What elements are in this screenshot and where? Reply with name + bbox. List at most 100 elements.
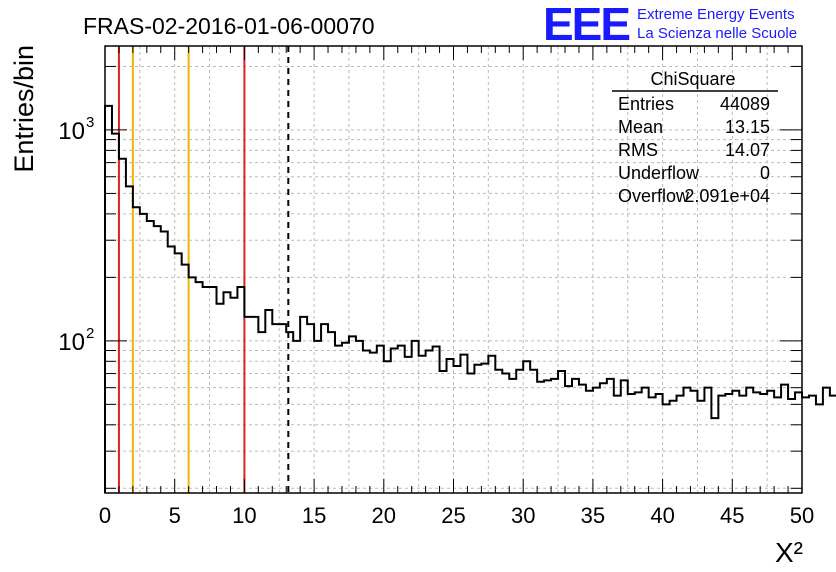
- x-tick-label: 45: [720, 503, 744, 528]
- histogram-bin: [628, 394, 635, 493]
- histogram-bin: [467, 374, 474, 493]
- histogram-bin: [551, 379, 558, 493]
- histogram-bin: [830, 396, 836, 493]
- x-tick-label: 20: [372, 503, 396, 528]
- histogram-bin: [196, 282, 203, 493]
- histogram-bin: [168, 247, 175, 493]
- histogram-bin: [370, 353, 377, 493]
- histogram-bin: [579, 385, 586, 493]
- eee-logo-text: EEE: [543, 0, 629, 50]
- histogram-bin: [781, 385, 788, 493]
- histogram-bin: [356, 341, 363, 493]
- x-tick-label: 10: [232, 503, 256, 528]
- histogram-bin: [251, 317, 258, 493]
- histogram-bin: [203, 287, 210, 493]
- y-tick-label-exponent: 3: [86, 114, 94, 131]
- histogram-bin: [621, 380, 628, 493]
- histogram-bin: [795, 392, 802, 493]
- histogram-bin: [175, 253, 182, 493]
- histogram-bin: [460, 355, 467, 493]
- histogram-bin: [161, 231, 168, 493]
- histogram-bin: [398, 346, 405, 493]
- histogram-bin: [488, 356, 495, 493]
- y-axis-title: Entries/bin: [9, 45, 39, 173]
- histogram-bin: [321, 324, 328, 493]
- histogram-bin: [537, 382, 544, 493]
- histogram-bin: [495, 370, 502, 493]
- cut-lines: [117, 46, 290, 493]
- histogram-bin: [272, 324, 279, 493]
- histogram-bin: [119, 159, 126, 493]
- histogram-bin: [447, 359, 454, 493]
- stats-box: ChiSquare Entries 44089 Mean 13.15 RMS 14.07 U…: [612, 69, 778, 206]
- logo-line-1: Extreme Energy Events: [637, 6, 795, 23]
- histogram-bin: [684, 388, 691, 493]
- histogram-bin: [614, 396, 621, 493]
- x-tick-label: 0: [99, 503, 111, 528]
- histogram-bin: [342, 343, 349, 493]
- histogram-bin: [349, 336, 356, 493]
- x-tick-label: 35: [581, 503, 605, 528]
- histogram-bin: [802, 397, 809, 493]
- eee-logo: EEE Extreme Energy Events La Scienza nel…: [543, 0, 797, 50]
- histogram-bin: [753, 392, 760, 493]
- histogram-bars: [104, 104, 836, 493]
- histogram-bin: [412, 341, 419, 493]
- histogram-bin: [419, 356, 426, 493]
- histogram-bin: [140, 214, 147, 493]
- stats-value: 44089: [720, 94, 770, 114]
- stats-label: Mean: [618, 117, 663, 137]
- histogram-bin: [600, 383, 607, 493]
- histogram-bin: [133, 207, 140, 493]
- histogram-bin: [767, 391, 774, 493]
- stats-value: 13.15: [725, 117, 770, 137]
- histogram-bin: [433, 347, 440, 493]
- histogram-bin: [788, 399, 795, 493]
- histogram-bin: [690, 391, 697, 493]
- histogram-bin: [189, 277, 196, 493]
- histogram-bin: [210, 287, 217, 493]
- histogram-bin: [258, 332, 265, 493]
- histogram-bin: [335, 346, 342, 493]
- histogram-bin: [572, 379, 579, 493]
- histogram-bin: [154, 226, 161, 493]
- stats-title: ChiSquare: [650, 69, 735, 89]
- histogram-bin: [586, 391, 593, 493]
- histogram-bin: [739, 396, 746, 493]
- histogram-bin: [363, 351, 370, 493]
- histogram-bin: [607, 379, 614, 493]
- histogram-bin: [544, 380, 551, 493]
- histogram-bin: [642, 388, 649, 493]
- histogram-bin: [816, 404, 823, 493]
- logo-line-2: La Scienza nelle Scuole: [637, 25, 797, 42]
- histogram-bin: [105, 106, 112, 493]
- histogram-bin: [440, 371, 447, 493]
- histogram-bin: [593, 388, 600, 493]
- x-tick-label: 30: [511, 503, 535, 528]
- histogram-bin: [481, 364, 488, 493]
- histogram-bin: [711, 418, 718, 493]
- histogram-bin: [474, 365, 481, 493]
- x-tick-label: 25: [441, 503, 465, 528]
- histogram-bin: [405, 357, 412, 493]
- stats-label: Overflow: [618, 186, 690, 206]
- histogram-bin: [454, 366, 461, 493]
- x-tick-label: 40: [650, 503, 674, 528]
- stats-value: 0: [760, 163, 770, 183]
- histogram-bin: [384, 361, 391, 493]
- grid-lines: [105, 46, 802, 493]
- histogram-bin: [377, 346, 384, 493]
- histogram-bin: [670, 401, 677, 493]
- histogram-bin: [732, 391, 739, 493]
- histogram-bin: [230, 298, 237, 493]
- histogram-bin: [147, 221, 154, 493]
- histogram-bin: [516, 370, 523, 493]
- stats-value: 2.091e+04: [684, 186, 770, 206]
- histogram-bin: [823, 388, 830, 493]
- histogram-bin: [502, 374, 509, 493]
- histogram-bin: [307, 324, 314, 493]
- y-tick-label-exponent: 2: [86, 325, 94, 342]
- histogram-bin: [265, 310, 272, 493]
